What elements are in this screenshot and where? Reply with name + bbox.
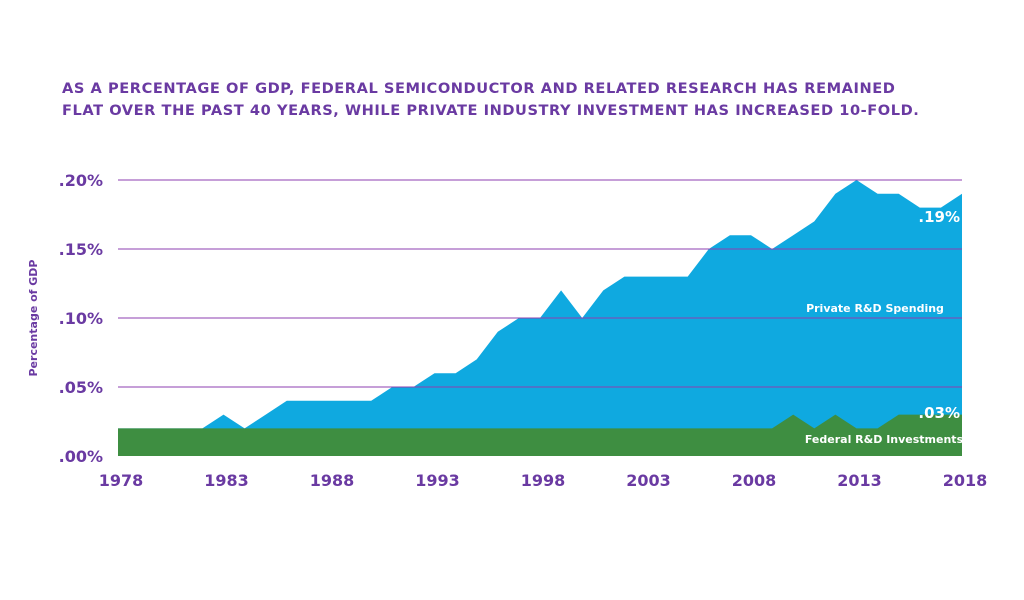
chart-title-line-1: AS A PERCENTAGE OF GDP, FEDERAL SEMICOND… [62,80,896,97]
area-series-federal [118,414,962,456]
series-label-federal: Federal R&D Investments [805,433,964,446]
end-value-label-private: .19% [918,208,960,226]
x-tick-label: 2003 [626,471,671,490]
x-tick-label: 2018 [943,471,988,490]
x-tick-label: 1993 [415,471,460,490]
y-tick-label: .05% [59,378,103,397]
y-tick-layer: .00% .05% .10% .15% .20% [59,171,103,466]
x-tick-label: 1988 [310,471,355,490]
x-tick-layer: 1978 1983 1988 1993 1998 2003 2008 2013 2018 [99,471,988,490]
y-tick-label: .15% [59,240,103,259]
x-tick-label: 2013 [837,471,882,490]
x-tick-label: 1983 [204,471,249,490]
end-value-label-federal: .03% [918,404,960,422]
chart-title-line-2: FLAT OVER THE PAST 40 YEARS, WHILE PRIVA… [62,102,920,119]
grid-layer [118,179,962,388]
y-tick-label: .20% [59,171,103,190]
x-tick-label: 2008 [732,471,777,490]
y-tick-label: .00% [59,447,103,466]
y-axis-label: Percentage of GDP [27,260,40,377]
x-tick-label: 1998 [521,471,566,490]
y-tick-label: .10% [59,309,103,328]
series-label-private: Private R&D Spending [806,302,944,315]
chart-title: AS A PERCENTAGE OF GDP, FEDERAL SEMICOND… [62,78,1002,122]
x-tick-label: 1978 [99,471,144,490]
